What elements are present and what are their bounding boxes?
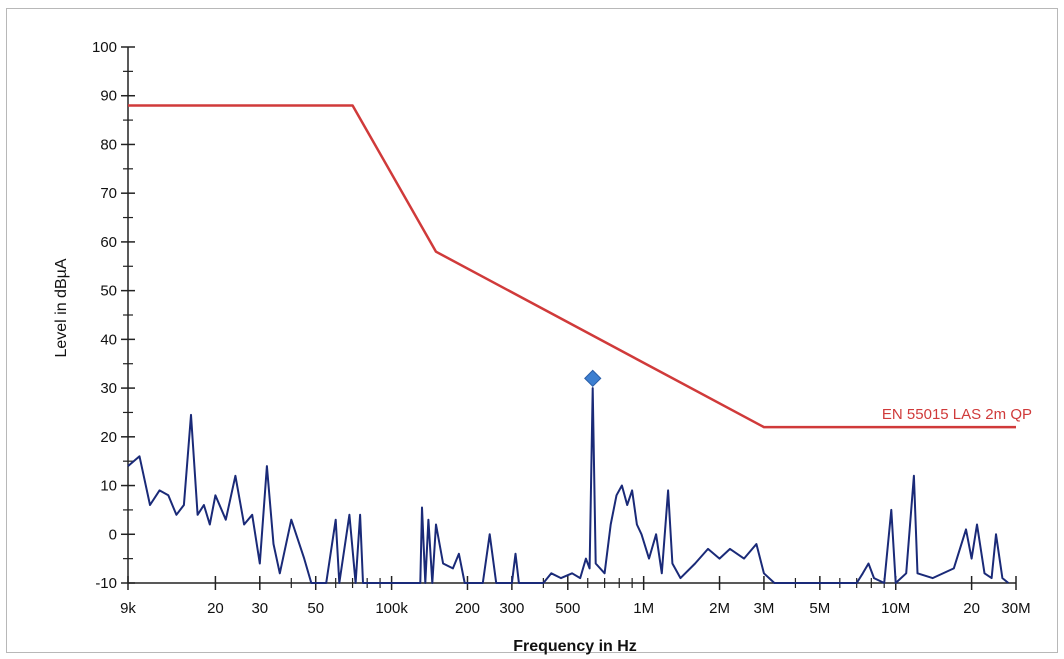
y-tick-label: 90: [100, 88, 117, 105]
peak-marker: [584, 369, 602, 388]
x-tick-label: 2M: [709, 600, 730, 617]
x-tick-label: 1M: [633, 600, 654, 617]
x-tick-label: 30: [251, 600, 268, 617]
y-tick-label: 50: [100, 283, 117, 300]
y-tick-label: 10: [100, 478, 117, 495]
y-tick-label: -10: [95, 575, 117, 592]
y-tick-label: 0: [109, 526, 117, 543]
measurement-trace: [127, 387, 1010, 584]
x-tick-label: 200: [455, 600, 480, 617]
x-tick-label: 20: [963, 600, 980, 617]
x-tick-label: 50: [307, 600, 324, 617]
limit-line-label: EN 55015 LAS 2m QP: [882, 406, 1032, 423]
x-tick-label: 300: [499, 600, 524, 617]
y-axis-title: Level in dBµA: [53, 258, 70, 357]
x-tick-label: 5M: [809, 600, 830, 617]
x-axis-title: Frequency in Hz: [513, 638, 637, 655]
tick-layer: -10 0 10 20 30 40 50 60 70 80 90 100 9k 20 30 50 100k 200…: [92, 39, 1031, 617]
y-tick-label: 30: [100, 380, 117, 397]
chart-frame: [6, 8, 1058, 653]
y-tick-label: 70: [100, 185, 117, 202]
x-tick-label: 10M: [881, 600, 910, 617]
series-layer: [127, 104, 1016, 584]
y-tick-label: 80: [100, 136, 117, 153]
y-tick-label: 20: [100, 429, 117, 446]
y-tick-label: 40: [100, 331, 117, 348]
y-tick-label: 100: [92, 39, 117, 56]
x-tick-label: 30M: [1001, 600, 1030, 617]
x-tick-label: 500: [555, 600, 580, 617]
axes-layer: [127, 47, 1016, 584]
x-tick-label: 20: [207, 600, 224, 617]
y-tick-label: 60: [100, 234, 117, 251]
x-tick-label: 3M: [754, 600, 775, 617]
x-tick-label: 100k: [375, 600, 408, 617]
x-tick-label: 9k: [120, 600, 136, 617]
limit-line: [128, 104, 1016, 429]
